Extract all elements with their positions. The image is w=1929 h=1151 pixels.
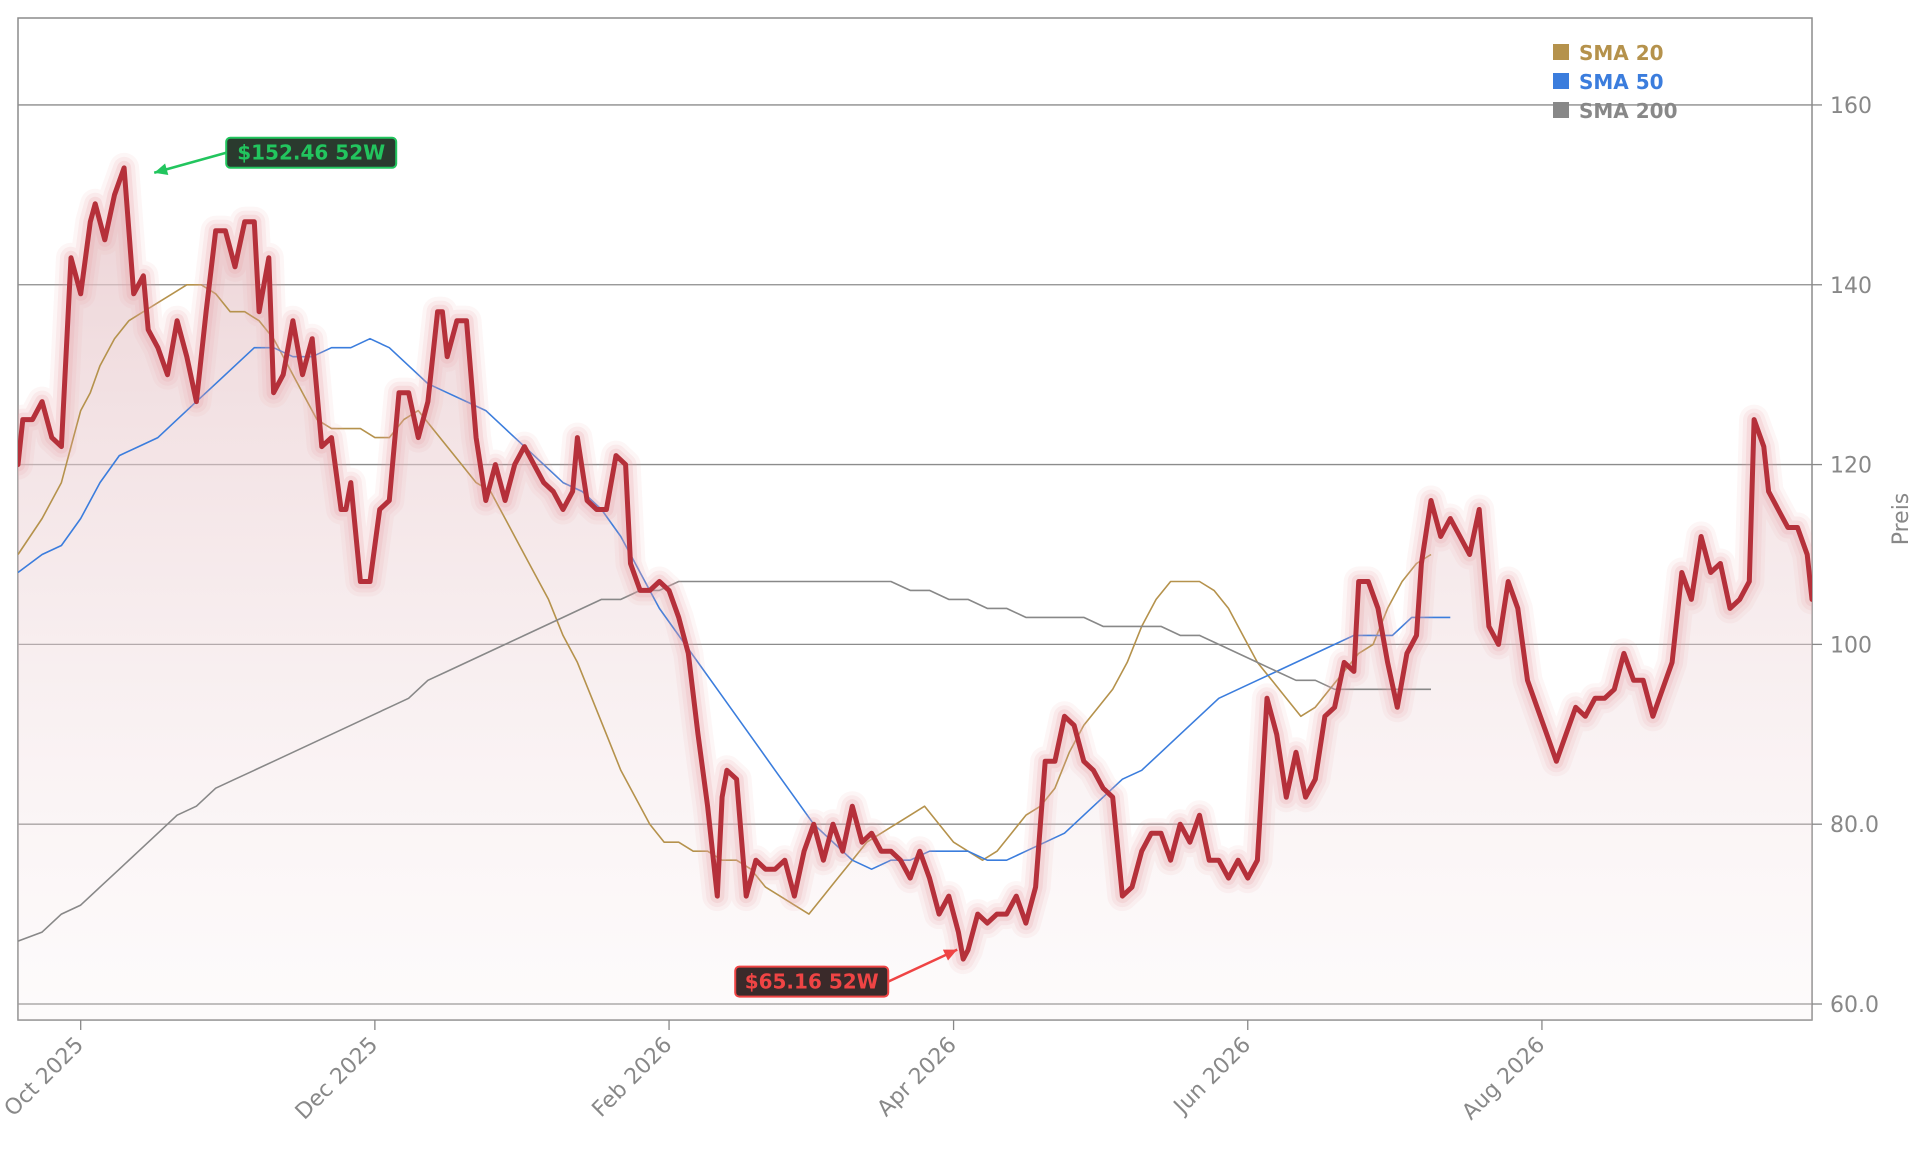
price-area-fill bbox=[18, 167, 1812, 1020]
y-tick-label: 160 bbox=[1830, 94, 1872, 119]
x-tick-label: Oct 2025 bbox=[0, 1033, 89, 1122]
y-tick-label: 120 bbox=[1830, 454, 1872, 479]
x-tick-label: Feb 2026 bbox=[588, 1033, 678, 1123]
x-tick-label: Dec 2025 bbox=[291, 1033, 383, 1125]
x-tick-label: Aug 2026 bbox=[1458, 1033, 1551, 1126]
sma-lines bbox=[18, 284, 1451, 942]
annotation-label-low: $65.16 52W bbox=[745, 970, 879, 994]
y-tick-label: 100 bbox=[1830, 633, 1872, 658]
legend-entry[interactable]: SMA 200 bbox=[1579, 99, 1678, 123]
legend-swatch bbox=[1553, 102, 1569, 118]
annotations: $152.46 52W $65.16 52W bbox=[153, 136, 958, 998]
price-line-group bbox=[18, 152, 1812, 975]
series-line-sma200 bbox=[18, 580, 1431, 942]
price-area bbox=[18, 167, 1812, 1020]
y-tick-label: 60.0 bbox=[1830, 993, 1879, 1018]
y-tick-label: 80.0 bbox=[1830, 813, 1879, 838]
legend-entry[interactable]: SMA 50 bbox=[1579, 70, 1664, 94]
series-line-price bbox=[18, 165, 1812, 962]
x-tick-label: Jun 2026 bbox=[1168, 1033, 1256, 1121]
series-line-sma20 bbox=[18, 284, 1432, 915]
series-line-sma50 bbox=[18, 337, 1451, 870]
annotation-arrowhead-low bbox=[942, 949, 958, 961]
annotation-label-high: $152.46 52W bbox=[237, 141, 385, 165]
annotation-arrowhead-high bbox=[154, 163, 169, 175]
y-tick-label: 140 bbox=[1830, 274, 1872, 299]
legend-swatch bbox=[1553, 73, 1569, 89]
y-axis-title: Preis bbox=[1889, 493, 1914, 546]
x-tick-label: Apr 2026 bbox=[873, 1033, 962, 1122]
legend[interactable]: SMA 20 SMA 50 SMA 200 bbox=[1553, 41, 1678, 123]
legend-swatch bbox=[1553, 44, 1569, 60]
legend-entry[interactable]: SMA 20 bbox=[1579, 41, 1664, 65]
annotation-box-high bbox=[225, 136, 398, 169]
annotation-box-low bbox=[734, 965, 890, 998]
